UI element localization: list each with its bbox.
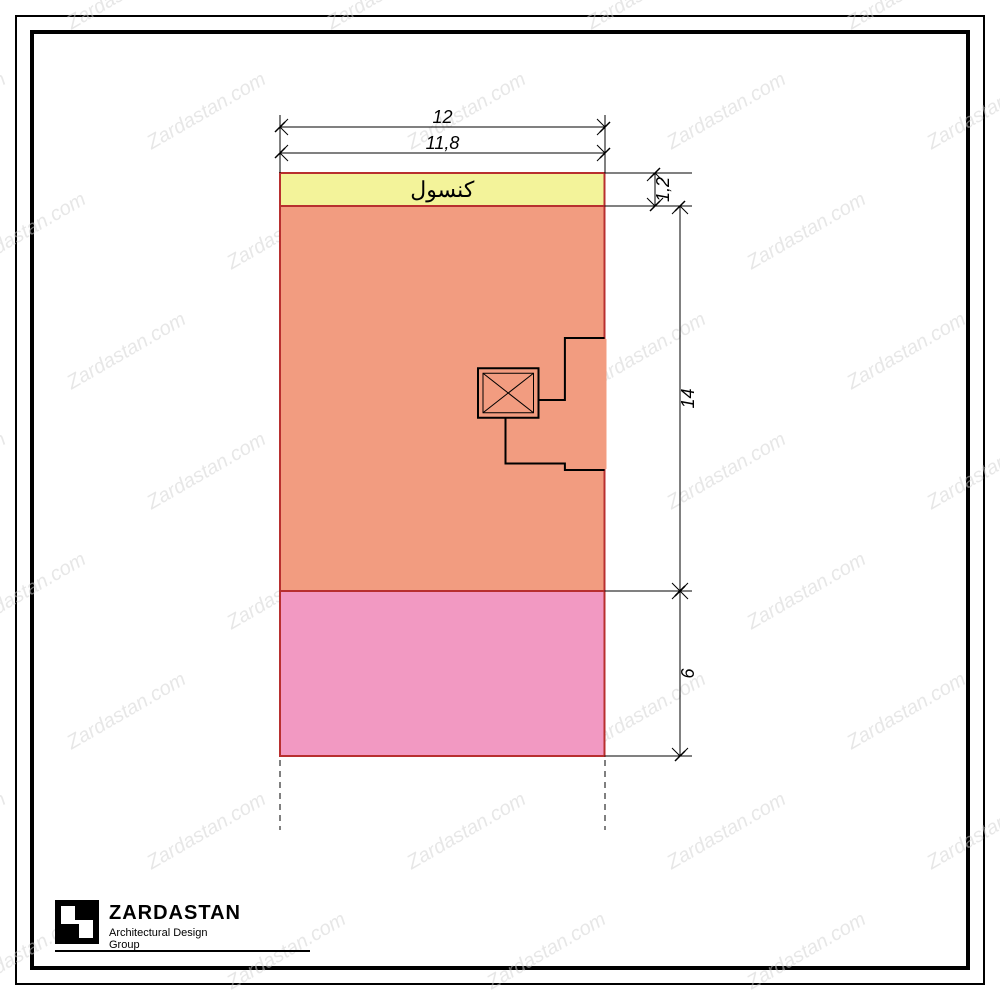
- logo-title: ZARDASTAN: [109, 902, 241, 925]
- dim-label: 14: [678, 388, 698, 408]
- logo-icon: [55, 900, 99, 944]
- dim-label: 1,2: [653, 177, 673, 202]
- dim-label: 12: [432, 107, 452, 127]
- logo-text: ZARDASTANArchitectural Design Group: [109, 902, 241, 951]
- dim-label: 11,8: [426, 133, 460, 153]
- plan-drawing: کنسول 12 11,8 1,2 14 6: [0, 0, 1000, 1000]
- title-block-divider: [55, 950, 310, 952]
- console-label: کنسول: [410, 177, 475, 203]
- title-block: ZARDASTANArchitectural Design Group: [55, 900, 99, 949]
- dim-label: 6: [678, 668, 698, 679]
- logo-subtitle: Architectural Design Group: [109, 927, 241, 951]
